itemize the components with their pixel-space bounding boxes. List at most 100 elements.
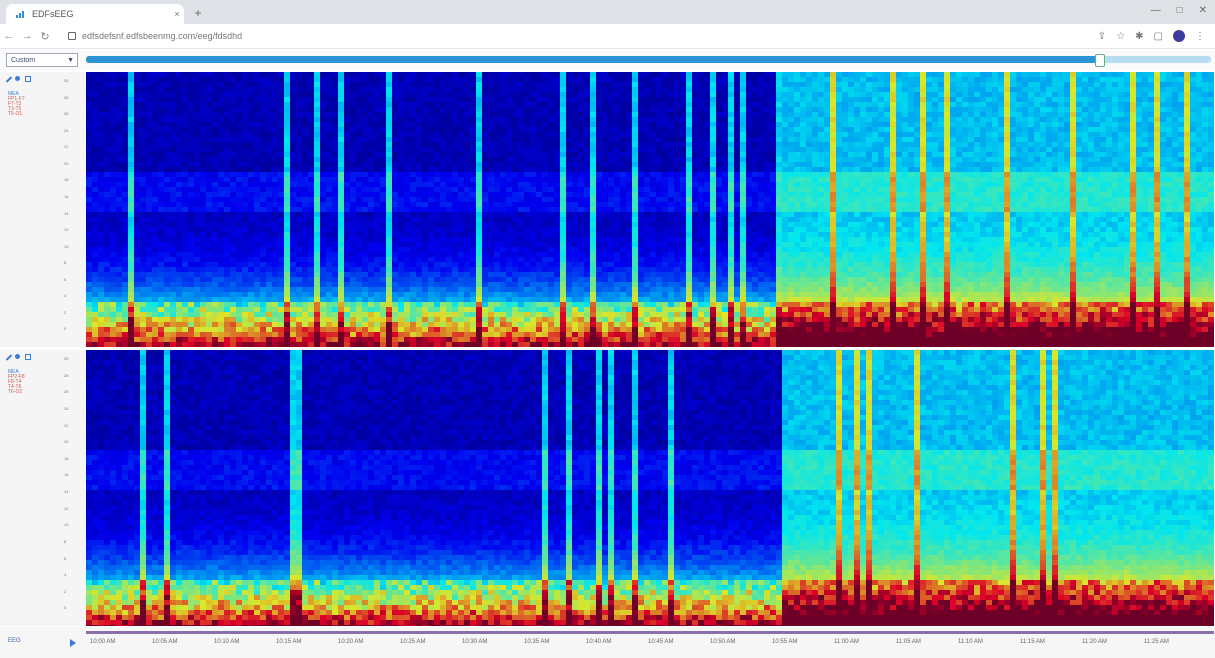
spectrogram-cell xyxy=(200,237,207,243)
spectrogram-cell xyxy=(338,257,345,263)
spectrogram-cell xyxy=(386,162,393,168)
spectrogram-cell xyxy=(392,77,399,83)
spectrogram-cell xyxy=(374,102,381,108)
spectrogram-cell xyxy=(380,142,387,148)
spectrogram-cell xyxy=(578,207,585,213)
spectrogram-cell xyxy=(416,307,423,313)
spectrogram-cell xyxy=(296,297,303,303)
spectrogram-cell xyxy=(266,302,273,308)
star-icon[interactable]: ☆ xyxy=(1116,31,1125,42)
spectrogram-cell xyxy=(266,167,273,173)
spectrogram-cell xyxy=(128,77,135,83)
spectrogram-cell xyxy=(446,157,453,163)
back-icon[interactable]: ← xyxy=(0,30,18,42)
spectrogram-cell xyxy=(110,302,117,308)
pin-icon[interactable] xyxy=(15,76,20,81)
spectrogram-cell xyxy=(140,282,147,288)
share-icon[interactable]: ⇪ xyxy=(1098,31,1106,42)
spectrogram-cell xyxy=(440,92,447,98)
spectrogram-cell xyxy=(248,327,255,333)
spectrogram-cell xyxy=(248,287,255,293)
spectrogram-cell xyxy=(470,187,477,193)
spectrogram-cell xyxy=(320,257,327,263)
spectrogram-cell xyxy=(506,197,513,203)
montage-select[interactable]: Custom ▼ xyxy=(6,53,78,67)
spectrogram-cell xyxy=(296,267,303,273)
spectrogram-cell xyxy=(350,247,357,253)
spectrogram-cell xyxy=(230,272,237,278)
spectrogram-cell xyxy=(524,242,531,248)
spectrogram-cell xyxy=(224,82,231,88)
spectrogram-cell xyxy=(176,97,183,103)
spectrogram-cell xyxy=(206,162,213,168)
spectrogram-cell xyxy=(320,247,327,253)
spectrogram-cell xyxy=(314,227,321,233)
spectrogram-cell xyxy=(218,262,225,268)
spectrogram-cell xyxy=(338,342,345,348)
spectrogram-cell xyxy=(470,152,477,158)
spectrogram-cell xyxy=(218,282,225,288)
spectrogram-cell xyxy=(296,317,303,323)
spectrogram-cell xyxy=(236,192,243,198)
spectrogram-cell xyxy=(608,117,615,123)
spectrogram-cell xyxy=(146,212,153,218)
spectrogram-cell xyxy=(416,182,423,188)
spectrogram-cell xyxy=(548,297,555,303)
spectrogram-cell xyxy=(182,157,189,163)
menu-icon[interactable]: ⋮ xyxy=(1195,31,1205,42)
spectrogram-cell xyxy=(218,127,225,133)
spectrogram-cell xyxy=(242,72,249,78)
minimize-button[interactable]: — xyxy=(1151,5,1161,16)
spectrogram-cell xyxy=(116,157,123,163)
spectrogram-cell xyxy=(614,232,621,238)
spectrogram-cell xyxy=(368,317,375,323)
maximize-button[interactable]: □ xyxy=(1177,5,1183,16)
puzzle-icon[interactable]: ✱ xyxy=(1135,31,1143,42)
spectrogram-cell xyxy=(170,247,177,253)
timeline-scrollbar[interactable] xyxy=(86,54,1211,67)
spectrogram-cell xyxy=(506,107,513,113)
new-tab-button[interactable]: + xyxy=(190,5,206,21)
spectrogram-cell xyxy=(554,277,561,283)
pencil-icon[interactable] xyxy=(5,76,13,83)
spectrogram-cell xyxy=(296,322,303,328)
profile-icon[interactable] xyxy=(1173,30,1185,42)
close-window-button[interactable]: ✕ xyxy=(1199,5,1207,16)
browser-tab[interactable]: EDFsEEG × xyxy=(6,4,184,24)
spectrogram-cell xyxy=(602,162,609,168)
expand-icon[interactable] xyxy=(25,76,31,82)
spectrogram-cell xyxy=(218,232,225,238)
forward-icon[interactable]: → xyxy=(18,30,36,42)
spectrogram-cell xyxy=(224,152,231,158)
spectrogram-cell xyxy=(242,202,249,208)
spectrogram-cell xyxy=(584,97,591,103)
spectrogram-cell xyxy=(164,97,171,103)
spectrogram-left[interactable] xyxy=(86,72,1215,348)
spectrogram-cell xyxy=(176,302,183,308)
spectrogram-cell xyxy=(158,157,165,163)
reload-icon[interactable]: ↻ xyxy=(36,30,54,43)
spectrogram-cell xyxy=(368,282,375,288)
spectrogram-cell xyxy=(548,137,555,143)
tab-close-icon[interactable]: × xyxy=(170,9,184,19)
spectrogram-cell xyxy=(302,97,309,103)
spectrogram-cell xyxy=(236,212,243,218)
spectrogram-cell xyxy=(554,207,561,213)
spectrogram-cell xyxy=(584,242,591,248)
spectrogram-cell xyxy=(158,122,165,128)
sidepanel-icon[interactable]: ▢ xyxy=(1154,31,1163,42)
spectrogram-cell xyxy=(608,182,615,188)
spectrogram-cell xyxy=(458,72,465,78)
spectrogram-cell xyxy=(224,257,231,263)
spectrogram-cell xyxy=(206,202,213,208)
spectrogram-cell xyxy=(488,122,495,128)
spectrogram-cell xyxy=(152,137,159,143)
spectrogram-cell xyxy=(596,187,603,193)
spectrogram-cell xyxy=(308,102,315,108)
spectrogram-cell xyxy=(416,152,423,158)
spectrogram-cell xyxy=(494,327,501,333)
spectrogram-cell xyxy=(566,72,573,78)
address-bar[interactable]: edfsdefsnf.edfsbeenmg.com/eeg/fdsdhd xyxy=(62,27,1062,45)
spectrogram-cell xyxy=(98,117,105,123)
timeline-scroll-thumb[interactable] xyxy=(1094,54,1105,67)
